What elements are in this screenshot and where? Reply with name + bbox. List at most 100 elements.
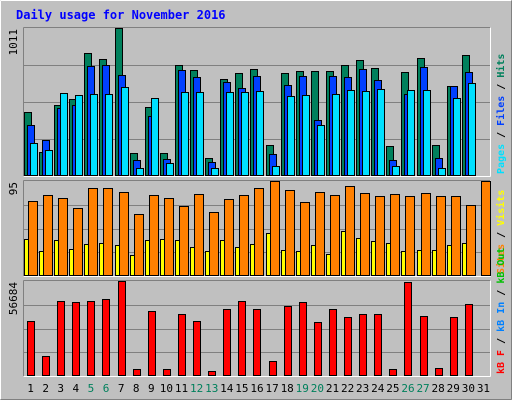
y-max-label: 95 [7,182,20,195]
x-tick-label: 21 [326,382,339,395]
bar-pages-day-19 [302,95,310,176]
chart-title: Daily usage for November 2016 [16,8,226,22]
legend-separator: / [496,126,507,144]
legend-visits: Visits [495,190,507,226]
x-tick-label: 15 [235,382,248,395]
bar-pages-day-25 [392,166,400,176]
bar-pages-day-28 [438,168,446,176]
bar-kb-f-day-3 [57,301,65,376]
bar-sites-day-19 [300,202,310,276]
x-tick-label: 18 [281,382,294,395]
bar-sites-day-12 [194,194,204,276]
bar-kb-f-day-22 [344,317,352,376]
panel-kbytes: 56684 kB F / kB In / kB Out [7,248,507,377]
bar-kb-f-day-7 [118,281,126,376]
bar-pages-day-8 [136,168,144,176]
x-tick-label: 10 [160,382,173,395]
x-tick-label: 19 [296,382,309,395]
bar-kb-f-day-24 [374,314,382,376]
axis-legend: Pages / Files / Hits [495,54,507,174]
x-tick-label: 9 [148,382,155,395]
bar-pages-day-15 [241,92,249,176]
bar-pages-day-10 [166,163,174,176]
bar-pages-day-17 [272,166,280,176]
bar-sites-day-3 [58,198,68,276]
bar-sites-day-1 [28,201,38,276]
bar-kb-f-day-29 [450,317,458,376]
bar-sites-day-18 [285,190,295,276]
x-tick-label: 8 [133,382,140,395]
bar-sites-day-10 [164,198,174,276]
bar-sites-day-8 [134,214,144,276]
legend-hits: Hits [495,54,507,78]
bar-pages-day-14 [226,92,234,176]
bar-pages-day-22 [347,90,355,176]
bar-sites-day-14 [224,199,234,276]
bar-kb-f-day-16 [253,309,261,376]
bar-sites-day-13 [209,212,219,276]
x-tick-label: 24 [371,382,385,395]
bar-kb-f-day-13 [208,371,216,376]
x-tick-label: 12 [190,382,203,395]
y-max-label: 56684 [7,282,20,315]
bar-sites-day-4 [73,208,83,276]
bar-sites-day-24 [375,196,385,276]
x-tick-label: 26 [401,382,414,395]
bar-sites-day-2 [43,195,53,276]
bar-sites-day-28 [436,196,446,276]
legend-files: Files [495,96,507,126]
bar-kb-f-day-28 [435,368,443,376]
axis-legend: Sites / Visits [495,190,507,274]
bar-kb-f-day-23 [359,314,367,376]
bar-sites-day-16 [254,188,264,276]
bar-sites-day-6 [103,188,113,276]
x-tick-label: 30 [462,382,475,395]
bars [24,28,476,176]
legend-separator: / [496,284,507,302]
bar-pages-day-13 [211,168,219,176]
bar-pages-day-11 [181,92,189,176]
bar-pages-day-24 [377,89,385,176]
bar-kb-f-day-14 [223,309,231,376]
bar-sites-day-15 [239,195,249,276]
bar-kb-f-day-18 [284,306,292,376]
bar-sites-day-17 [270,181,280,276]
legend-separator: / [496,226,507,244]
x-tick-label: 11 [175,382,188,395]
bar-kb-f-day-26 [404,282,412,376]
x-tick-label: 29 [447,382,460,395]
x-tick-label: 31 [477,382,490,395]
bar-sites-day-30 [466,205,476,276]
bar-kb-f-day-12 [193,321,201,376]
bars [24,181,491,276]
y-max-label: 1011 [7,29,20,56]
x-tick-label: 23 [356,382,369,395]
x-tick-label: 16 [250,382,263,395]
bar-pages-day-6 [105,94,113,176]
bar-pages-day-26 [407,90,415,176]
x-tick-label: 25 [386,382,399,395]
bar-pages-day-2 [45,150,53,176]
bar-sites-day-5 [88,188,98,276]
panel-visitors: 95 Sites / Visits [7,180,507,277]
legend-separator: / [496,78,507,96]
bar-sites-day-31 [481,181,491,276]
bar-kb-f-day-2 [42,356,50,376]
bar-sites-day-25 [390,194,400,276]
bar-kb-f-day-20 [314,322,322,376]
bar-pages-day-3 [60,93,68,176]
bars [27,281,473,376]
bar-kb-f-day-19 [299,302,307,376]
x-tick-label: 1 [27,382,34,395]
x-tick-label: 3 [57,382,64,395]
bar-kb-f-day-17 [269,361,277,376]
legend-separator: / [496,332,507,350]
bar-pages-day-27 [423,90,431,176]
legend-pages: Pages [496,144,507,174]
bar-pages-day-7 [121,87,129,176]
bar-pages-day-5 [90,94,98,176]
bar-kb-f-day-30 [465,304,473,376]
bar-kb-f-day-27 [420,316,428,376]
